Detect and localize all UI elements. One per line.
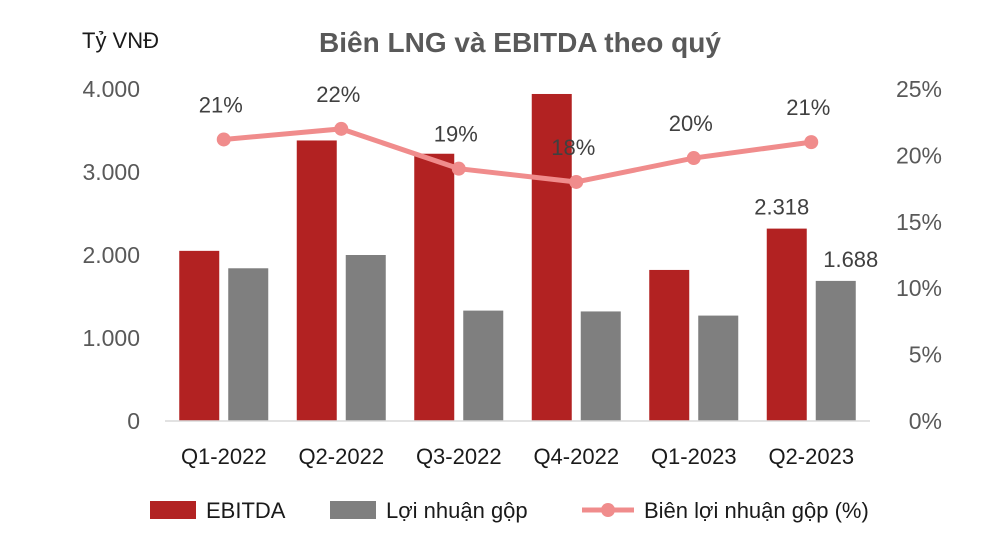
margin-point: [804, 135, 819, 150]
margin-value-label: 22%: [316, 82, 360, 107]
margin-value-label: 18%: [551, 135, 595, 160]
right-tick-label: 5%: [909, 342, 942, 368]
gross-profit-bar: [698, 315, 739, 421]
bars: [179, 93, 856, 422]
x-category-label: Q3-2022: [416, 444, 502, 469]
bar-value-label: 2.318: [754, 195, 809, 220]
margin-value-label: 19%: [434, 122, 478, 147]
margin-line: [216, 121, 819, 189]
x-category-label: Q1-2022: [181, 444, 267, 469]
left-tick-label: 1.000: [82, 325, 140, 351]
margin-point: [569, 174, 584, 189]
margin-line-path: [223, 126, 812, 185]
x-category-label: Q2-2023: [768, 444, 854, 469]
legend-label: EBITDA: [206, 498, 286, 523]
x-category-label: Q2-2022: [298, 444, 384, 469]
left-tick-label: 0: [127, 408, 140, 434]
margin-point: [686, 151, 701, 166]
margin-point: [451, 161, 466, 176]
legend-marker: [601, 503, 615, 517]
gross-profit-bar: [580, 311, 621, 421]
ebitda-bar: [649, 269, 690, 421]
gross-profit-bar: [463, 310, 504, 421]
right-tick-label: 25%: [896, 76, 942, 102]
right-axis-ticks: 0% 5% 10% 15% 20% 25%: [896, 76, 942, 434]
margin-value-label: 21%: [786, 95, 830, 120]
gross-profit-bar: [345, 255, 386, 421]
left-tick-label: 2.000: [82, 242, 140, 268]
margin-value-label: 21%: [199, 92, 243, 117]
ebitda-bar: [296, 140, 337, 421]
legend-swatch: [150, 501, 196, 519]
gross-profit-bar: [815, 280, 856, 421]
x-category-label: Q4-2022: [533, 444, 619, 469]
left-tick-label: 4.000: [82, 76, 140, 102]
legend-label: Lợi nhuận gộp: [386, 498, 528, 523]
right-tick-label: 0%: [909, 408, 942, 434]
ebitda-bar: [531, 93, 572, 421]
data-labels: 2.318 1.688 21% 22% 19% 18% 20% 21%: [199, 82, 879, 272]
right-tick-label: 10%: [896, 275, 942, 301]
x-category-label: Q1-2023: [651, 444, 737, 469]
ebitda-bar: [414, 153, 455, 422]
gross-profit-bar: [228, 268, 269, 421]
ebitda-bar: [766, 228, 807, 421]
margin-point: [216, 132, 231, 147]
right-tick-label: 20%: [896, 142, 942, 168]
margin-point: [334, 121, 349, 136]
margin-value-label: 20%: [669, 111, 713, 136]
legend: EBITDA Lợi nhuận gộp Biên lợi nhuận gộp (%…: [150, 498, 869, 523]
legend-label: Biên lợi nhuận gộp (%): [644, 498, 869, 523]
legend-swatch: [330, 501, 376, 519]
ebitda-bar: [179, 250, 220, 421]
x-axis-categories: Q1-2022 Q2-2022 Q3-2022 Q4-2022 Q1-2023 Q2-20…: [181, 444, 854, 469]
left-axis-ticks: 0 1.000 2.000 3.000 4.000: [82, 76, 140, 434]
left-tick-label: 3.000: [82, 159, 140, 185]
y-axis-unit-label: Tỷ VNĐ: [82, 28, 159, 53]
right-tick-label: 15%: [896, 209, 942, 235]
chart-title: Biên LNG và EBITDA theo quý: [319, 27, 721, 58]
bar-value-label: 1.688: [823, 247, 878, 272]
